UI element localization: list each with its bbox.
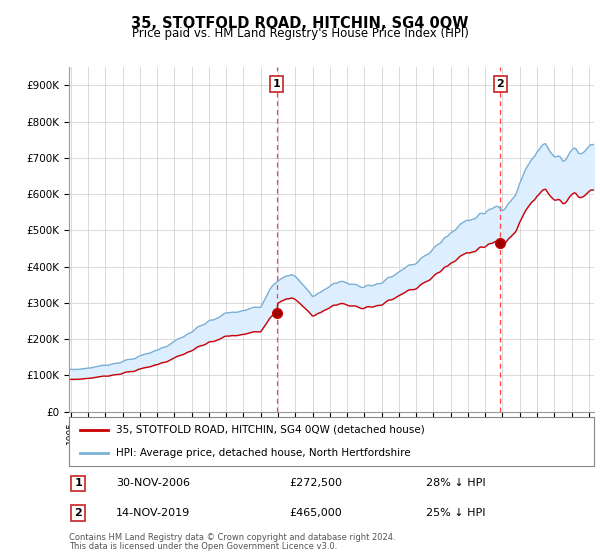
- Text: 35, STOTFOLD ROAD, HITCHIN, SG4 0QW: 35, STOTFOLD ROAD, HITCHIN, SG4 0QW: [131, 16, 469, 31]
- Text: 2: 2: [497, 80, 504, 89]
- Text: 1: 1: [273, 80, 280, 89]
- Text: 25% ↓ HPI: 25% ↓ HPI: [426, 508, 485, 518]
- Text: HPI: Average price, detached house, North Hertfordshire: HPI: Average price, detached house, Nort…: [116, 447, 411, 458]
- Text: This data is licensed under the Open Government Licence v3.0.: This data is licensed under the Open Gov…: [69, 542, 337, 550]
- Text: 30-NOV-2006: 30-NOV-2006: [116, 478, 190, 488]
- Text: Contains HM Land Registry data © Crown copyright and database right 2024.: Contains HM Land Registry data © Crown c…: [69, 533, 395, 542]
- Text: 28% ↓ HPI: 28% ↓ HPI: [426, 478, 485, 488]
- Text: 14-NOV-2019: 14-NOV-2019: [116, 508, 191, 518]
- Text: 2: 2: [74, 508, 82, 518]
- Text: Price paid vs. HM Land Registry's House Price Index (HPI): Price paid vs. HM Land Registry's House …: [131, 27, 469, 40]
- Text: 35, STOTFOLD ROAD, HITCHIN, SG4 0QW (detached house): 35, STOTFOLD ROAD, HITCHIN, SG4 0QW (det…: [116, 425, 425, 435]
- Text: 1: 1: [74, 478, 82, 488]
- Text: £272,500: £272,500: [290, 478, 343, 488]
- Text: £465,000: £465,000: [290, 508, 342, 518]
